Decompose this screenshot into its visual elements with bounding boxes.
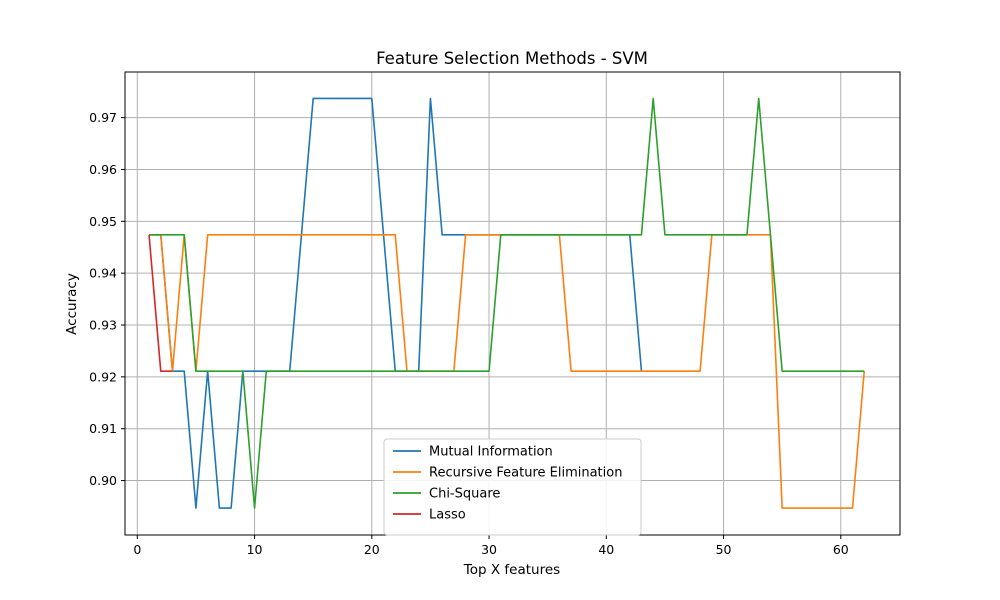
- legend-label-chi-square: Chi-Square: [429, 487, 500, 502]
- series-line-chi-square: [149, 97, 865, 509]
- legend-box: [383, 438, 642, 536]
- y-tick-label: 0.92: [89, 369, 117, 384]
- y-axis-label: Accuracy: [64, 273, 80, 335]
- y-tick-label: 0.94: [89, 266, 117, 281]
- legend-label-recursive-feature-elimination: Recursive Feature Elimination: [429, 466, 622, 481]
- chart-title: Feature Selection Methods - SVM: [376, 49, 648, 68]
- x-tick-label: 60: [833, 542, 849, 557]
- y-tick-label: 0.96: [89, 162, 117, 177]
- x-tick-label: 30: [481, 542, 497, 557]
- tick-layer: 0 10 20 30 40 50 60 0.90 0.91 0.92 0.93 0.94 0.95 0.9…: [89, 110, 849, 557]
- x-tick-label: 10: [247, 542, 263, 557]
- legend-label-lasso: Lasso: [429, 508, 466, 523]
- x-axis-label: Top X features: [463, 562, 560, 578]
- series-line-lasso: [148, 234, 173, 372]
- x-tick-label: 50: [716, 542, 732, 557]
- x-tick-label: 20: [364, 542, 380, 557]
- y-tick-label: 0.90: [89, 473, 117, 488]
- series-layer: [148, 97, 866, 509]
- y-tick-label: 0.91: [89, 421, 117, 436]
- x-tick-label: 40: [598, 542, 614, 557]
- y-tick-label: 0.95: [89, 214, 117, 229]
- legend-label-mutual-information: Mutual Information: [429, 445, 553, 460]
- legend: Mutual Information Recursive Feature Elim…: [383, 438, 642, 536]
- y-tick-label: 0.93: [89, 318, 117, 333]
- x-tick-label: 0: [133, 542, 141, 557]
- grid-layer: [125, 72, 900, 535]
- y-tick-label: 0.97: [89, 110, 117, 125]
